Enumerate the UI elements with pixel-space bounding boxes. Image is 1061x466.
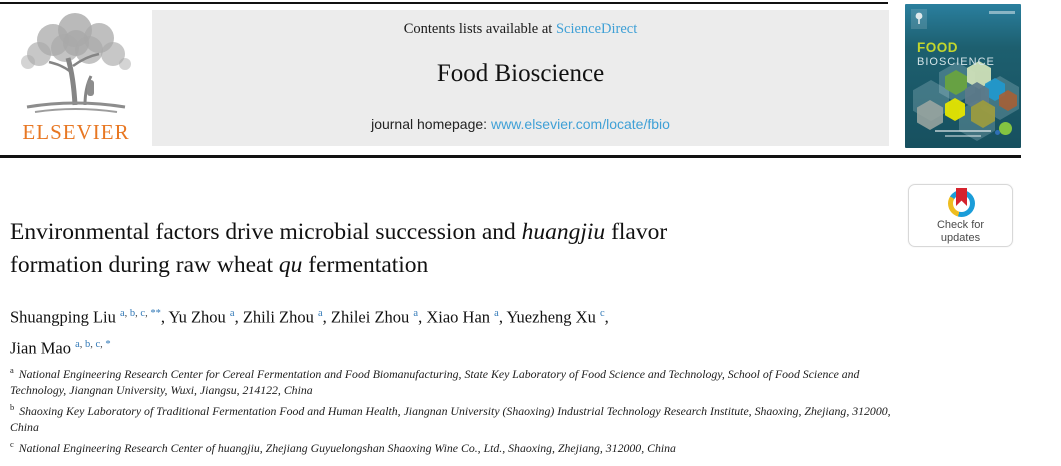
homepage-prefix: journal homepage:: [371, 116, 491, 132]
header-top-rule: [0, 2, 888, 4]
cover-journal-name-line2: BIOSCIENCE: [917, 56, 995, 68]
superscript-separator: ,: [124, 308, 130, 319]
cover-journal-name-line1: FOOD: [917, 40, 958, 55]
superscript-separator: ,: [90, 338, 96, 350]
cover-society-badge-dot-icon: [995, 130, 1000, 135]
sciencedirect-link[interactable]: ScienceDirect: [555, 21, 638, 37]
cover-hexagon: [945, 98, 965, 121]
affiliation-marker: b: [10, 401, 15, 412]
title-text: fermentation: [302, 252, 429, 278]
affiliation-link-starstar[interactable]: **: [150, 308, 161, 319]
affiliation-text: Shaoxing Key Laboratory of Traditional F…: [10, 403, 891, 435]
homepage-link[interactable]: www.elsevier.com/locate/fbio: [490, 116, 670, 132]
contents-line: Contents lists available at ScienceDirec…: [152, 21, 889, 38]
author-name: Yu Zhou: [168, 307, 230, 327]
journal-cover: FOOD BIOSCIENCE: [905, 4, 1021, 148]
cover-hexagon: [999, 90, 1017, 111]
affiliation-link-a[interactable]: a: [75, 338, 80, 350]
superscript-separator: ,: [79, 338, 85, 350]
author-name: Jian Mao: [10, 338, 76, 357]
elsevier-logo: ELSEVIER: [8, 10, 144, 150]
crossmark-label-line2: updates: [940, 231, 981, 244]
author-list: Shuangping Liu a, b, c, **, Yu Zhou a, Z…: [10, 307, 609, 358]
affiliation-link-a[interactable]: a: [318, 308, 323, 319]
crossmark-label-line1: Check for: [936, 219, 985, 231]
affiliation-marker: c: [10, 438, 14, 449]
elsevier-wordmark: ELSEVIER: [22, 120, 130, 144]
affiliation-link-star[interactable]: *: [105, 338, 111, 350]
crossmark-bookmark-icon: [956, 188, 967, 206]
elsevier-tree-icon: [8, 10, 144, 118]
cover-issue-info: [989, 11, 1015, 14]
author-affiliation-superscripts[interactable]: a, b, c, *: [75, 339, 111, 350]
header-bottom-rule: [0, 155, 1021, 158]
author-affiliation-superscripts[interactable]: a: [318, 308, 323, 319]
check-for-updates-badge[interactable]: Check for updates: [908, 184, 1013, 247]
affiliation-c: c National Engineering Research Center o…: [10, 436, 915, 456]
superscript-separator: ,: [145, 308, 151, 319]
affiliation-text: National Engineering Research Center for…: [10, 366, 860, 398]
affiliation-link-a[interactable]: a: [120, 308, 125, 319]
title-italic-term: qu: [278, 252, 303, 278]
affiliation-link-a[interactable]: a: [494, 308, 499, 319]
cover-publisher-mark-icon: [911, 9, 927, 29]
superscript-separator: ,: [135, 308, 141, 319]
affiliation-a: a National Engineering Research Center f…: [10, 362, 915, 399]
author-affiliation-superscripts[interactable]: a: [413, 308, 418, 319]
author-affiliation-superscripts[interactable]: a: [494, 308, 499, 319]
author-name: Zhilei Zhou: [330, 307, 414, 327]
article-title: Environmental factors drive microbial su…: [10, 216, 890, 282]
cover-footer-text: [945, 135, 981, 137]
affiliation-marker: a: [10, 365, 14, 375]
cover-society-badge-icon: [999, 122, 1012, 135]
affiliation-link-c[interactable]: c: [95, 338, 101, 350]
author-name: Xiao Han: [426, 307, 495, 327]
affiliation-link-b[interactable]: b: [85, 338, 91, 350]
author-name: Zhili Zhou: [242, 307, 318, 327]
contents-prefix: Contents lists available at: [403, 21, 556, 37]
journal-banner: Contents lists available at ScienceDirec…: [152, 10, 889, 146]
cover-hexagon: [945, 70, 967, 95]
journal-title: Food Bioscience: [436, 60, 605, 87]
affiliation-link-a[interactable]: a: [229, 308, 235, 319]
author-affiliation-superscripts[interactable]: c: [600, 308, 605, 319]
affiliation-text: National Engineering Research Center of …: [15, 440, 676, 455]
author-name: Yuezheng Xu: [506, 307, 600, 327]
title-text: flavor: [605, 219, 668, 245]
affiliation-list: a National Engineering Research Center f…: [10, 362, 915, 456]
author-affiliation-superscripts[interactable]: a, b, c, **: [120, 308, 161, 319]
author-name: Shuangping Liu: [10, 307, 120, 327]
author-affiliation-superscripts[interactable]: a: [230, 308, 235, 319]
affiliation-link-c[interactable]: c: [140, 308, 146, 319]
cover-footer-text: [935, 130, 991, 132]
affiliation-b: b Shaoxing Key Laboratory of Traditional…: [10, 399, 915, 436]
affiliation-link-a[interactable]: a: [413, 308, 419, 319]
superscript-separator: ,: [100, 338, 106, 350]
affiliation-link-b[interactable]: b: [129, 308, 136, 319]
affiliation-link-c[interactable]: c: [599, 308, 605, 319]
title-text: Environmental factors drive microbial su…: [10, 219, 522, 245]
crossmark-label: Check for updates: [909, 219, 1012, 244]
homepage-line: journal homepage: www.elsevier.com/locat…: [152, 116, 889, 132]
title-text: formation during raw wheat: [10, 252, 279, 278]
title-italic-term: huangjiu: [521, 219, 606, 245]
